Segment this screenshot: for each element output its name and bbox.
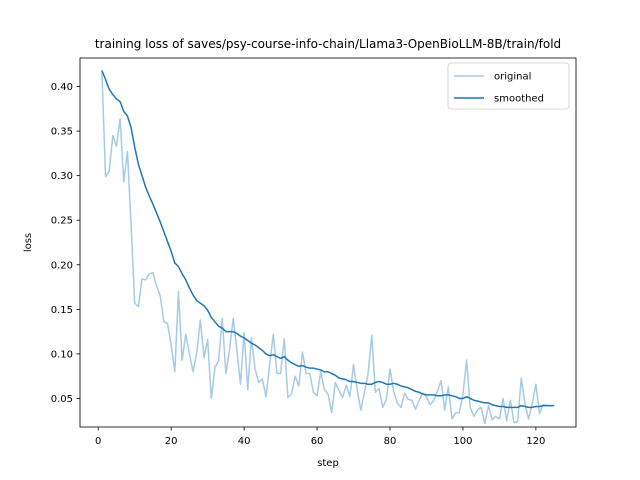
chart-title: training loss of saves/psy-course-info-c… — [95, 37, 561, 51]
x-tick-label: 60 — [311, 436, 324, 447]
x-tick-label: 120 — [526, 436, 545, 447]
x-tick-label: 40 — [238, 436, 251, 447]
x-tick-label: 100 — [453, 436, 472, 447]
y-tick-label: 0.10 — [51, 349, 73, 360]
legend-label-smoothed: smoothed — [494, 94, 544, 105]
y-tick-label: 0.15 — [51, 305, 73, 316]
y-tick-label: 0.40 — [51, 82, 73, 93]
plot-frame — [79, 57, 577, 428]
x-axis-ticks: 0 20 40 60 80 100 120 — [95, 427, 545, 447]
y-axis-ticks: 0.05 0.10 0.15 0.20 0.25 0.30 0.35 0.40 — [51, 82, 80, 405]
y-tick-label: 0.20 — [51, 260, 73, 271]
series-line-original — [101, 70, 555, 425]
y-tick-label: 0.30 — [51, 171, 73, 182]
x-tick-label: 0 — [95, 436, 101, 447]
x-tick-label: 20 — [165, 436, 178, 447]
series-layer — [101, 70, 555, 425]
y-tick-label: 0.05 — [51, 394, 73, 405]
y-tick-label: 0.35 — [51, 127, 73, 138]
x-axis-label: step — [317, 458, 339, 469]
legend: original smoothed — [447, 62, 570, 110]
legend-label-original: original — [494, 72, 531, 83]
series-line-smoothed — [101, 70, 555, 409]
x-tick-label: 80 — [384, 436, 397, 447]
y-tick-label: 0.25 — [51, 216, 73, 227]
y-axis-label: loss — [23, 233, 34, 252]
